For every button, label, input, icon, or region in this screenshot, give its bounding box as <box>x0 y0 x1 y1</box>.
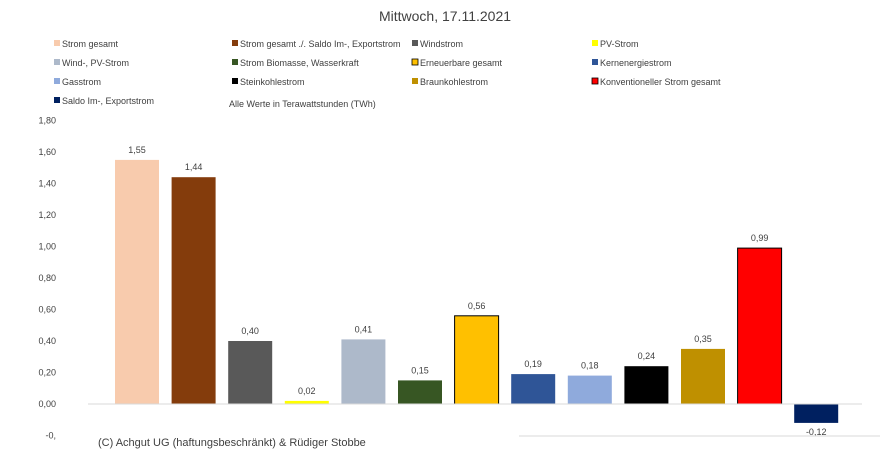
bar-value-label: 0,41 <box>355 324 373 334</box>
bar <box>115 159 159 404</box>
bar-value-label: -0,12 <box>806 427 827 437</box>
y-tick-label: -0, <box>45 431 56 441</box>
legend-swatch <box>592 40 598 46</box>
legend-entry: Strom Biomasse, Wasserkraft <box>240 58 359 68</box>
bar <box>398 380 442 404</box>
y-tick-label: 0,20 <box>38 368 56 378</box>
legend-entry: Strom gesamt <box>62 39 119 49</box>
legend-swatch <box>54 40 60 46</box>
legend-entry: Konventioneller Strom gesamt <box>600 77 721 87</box>
bar <box>171 177 216 404</box>
legend-swatch <box>411 58 419 66</box>
bar <box>737 247 783 405</box>
legend-swatch <box>591 77 599 85</box>
bar-value-label: 0,02 <box>298 386 316 396</box>
legend-entry: Strom gesamt ./. Saldo Im-, Exportstrom <box>240 39 401 49</box>
y-tick-label: 0,40 <box>38 336 56 346</box>
bar <box>454 315 500 405</box>
bar-value-label: 0,99 <box>751 233 769 243</box>
bars <box>115 159 839 423</box>
bar-value-label: 1,44 <box>185 162 203 172</box>
data-labels: 1,55 1,44 0,40 0,02 0,41 0,15 0,56 0,19 0,18 0,24… <box>128 145 826 437</box>
legend-entry: Steinkohlestrom <box>240 77 305 87</box>
bar-value-label: 1,55 <box>128 145 146 155</box>
y-tick-label: 1,00 <box>38 242 56 252</box>
bar <box>624 366 669 404</box>
bar-value-label: 0,35 <box>694 334 712 344</box>
y-tick-label: 1,40 <box>38 179 56 189</box>
legend-entry: Wind-, PV-Strom <box>62 58 129 68</box>
bar <box>284 400 329 404</box>
bar <box>794 404 839 423</box>
y-tick-label: 0,00 <box>38 399 56 409</box>
chart-title: Mittwoch, 17.11.2021 <box>379 8 511 24</box>
bar <box>681 348 725 404</box>
y-axis: 1,80 1,60 1,40 1,20 1,00 0,80 0,60 0,40 0,20 0,00… <box>38 116 56 441</box>
legend-swatch <box>54 59 60 65</box>
copyright-credit: (C) Achgut UG (haftungsbeschränkt) & Rüd… <box>98 437 366 449</box>
y-tick-label: 1,20 <box>38 210 56 220</box>
bar <box>341 339 386 404</box>
bar-value-label: 0,40 <box>241 326 259 336</box>
y-tick-label: 0,60 <box>38 305 56 315</box>
legend-swatch <box>232 78 238 84</box>
legend-swatch <box>592 59 598 65</box>
chart-subtitle: Alle Werte in Terawattstunden (TWh) <box>229 99 376 109</box>
legend-entry: Gasstrom <box>62 77 101 87</box>
legend-swatch <box>54 78 60 84</box>
bar <box>511 374 556 404</box>
bar-value-label: 0,56 <box>468 301 486 311</box>
y-tick-label: 1,80 <box>38 116 56 126</box>
legend-entry: Kernenergiestrom <box>600 58 672 68</box>
bar <box>228 341 273 404</box>
bar-value-label: 0,24 <box>638 351 656 361</box>
bar <box>567 375 612 404</box>
bar-value-label: 0,18 <box>581 361 599 371</box>
y-tick-label: 1,60 <box>38 147 56 157</box>
legend-swatch <box>412 40 418 46</box>
legend-swatch <box>54 97 60 103</box>
legend: Strom gesamt Strom gesamt ./. Saldo Im-, … <box>54 39 721 106</box>
legend-entry: Braunkohlestrom <box>420 77 488 87</box>
legend-entry: Erneuerbare gesamt <box>420 58 503 68</box>
legend-swatch <box>232 59 238 65</box>
bar-value-label: 0,19 <box>524 359 542 369</box>
bar-value-label: 0,15 <box>411 365 429 375</box>
legend-entry: Windstrom <box>420 39 463 49</box>
legend-entry: Saldo Im-, Exportstrom <box>62 96 154 106</box>
legend-swatch <box>412 78 418 84</box>
y-tick-label: 0,80 <box>38 273 56 283</box>
legend-swatch <box>232 40 238 46</box>
legend-entry: PV-Strom <box>600 39 639 49</box>
